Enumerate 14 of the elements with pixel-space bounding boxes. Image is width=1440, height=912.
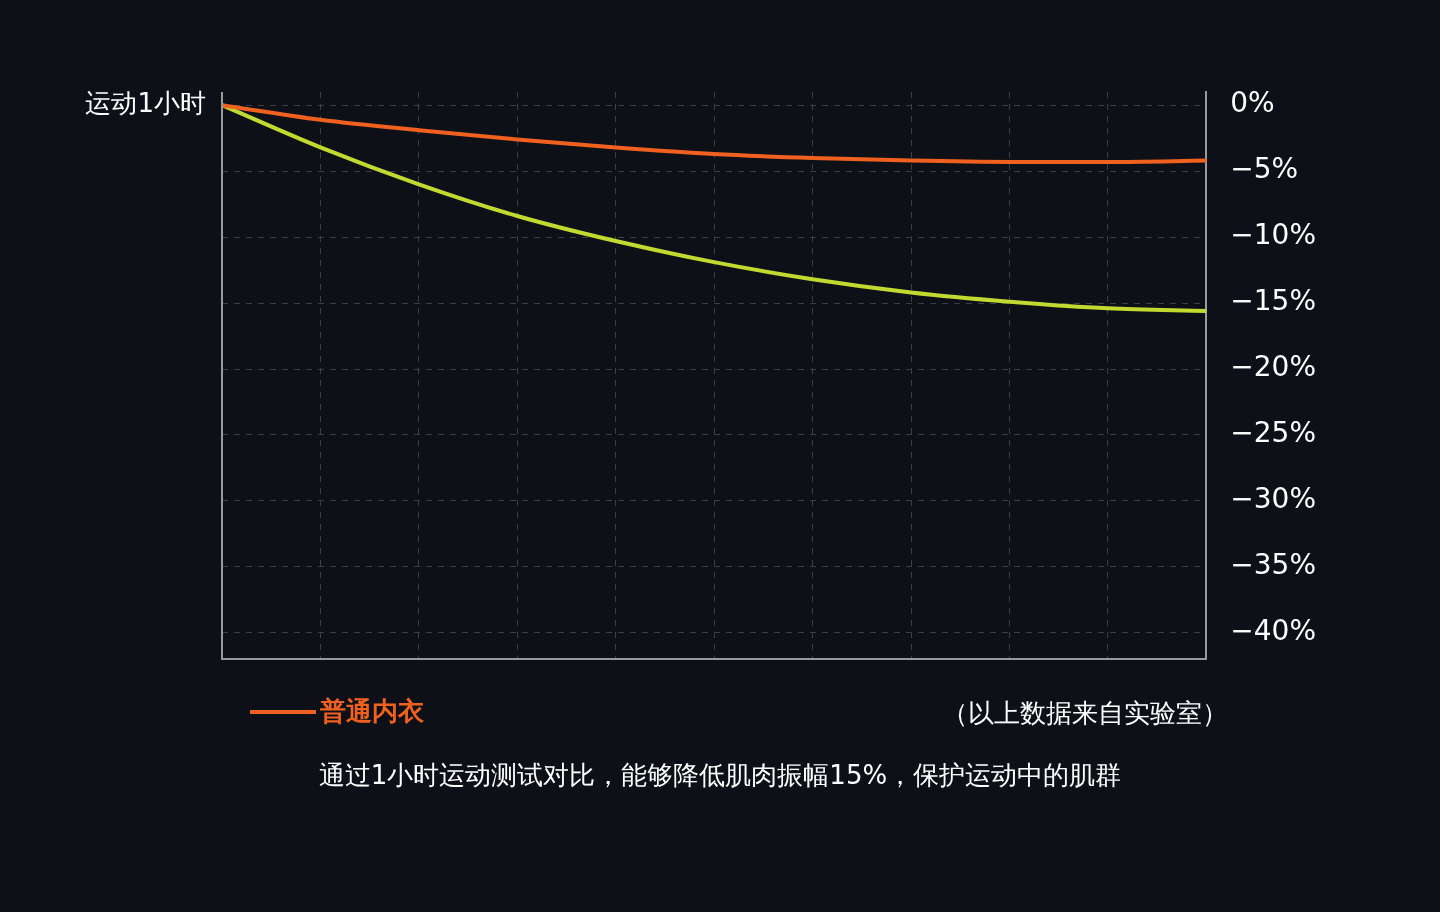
text: 运动1小时 xyxy=(85,87,206,118)
text: （以上数据来自实验室） xyxy=(942,697,1228,730)
y-tick-label: −25% xyxy=(1230,416,1317,450)
y-tick-label: −20% xyxy=(1230,350,1317,384)
y-tick-label: −40% xyxy=(1230,614,1317,648)
line-series xyxy=(220,103,1209,164)
y-tick-label: 0% xyxy=(1230,86,1275,120)
y-tick-label: −15% xyxy=(1230,284,1317,318)
text: 通过1小时运动测试对比，能够降低肌肉振幅15%，保护运动中的肌群 xyxy=(317,759,1123,792)
y-tick-label: −35% xyxy=(1230,548,1317,582)
y-tick-label: −10% xyxy=(1230,218,1317,252)
y-tick-label: −5% xyxy=(1230,152,1299,186)
y-tick-label: −30% xyxy=(1230,482,1317,516)
legend-label: 普通内衣 xyxy=(320,695,424,728)
